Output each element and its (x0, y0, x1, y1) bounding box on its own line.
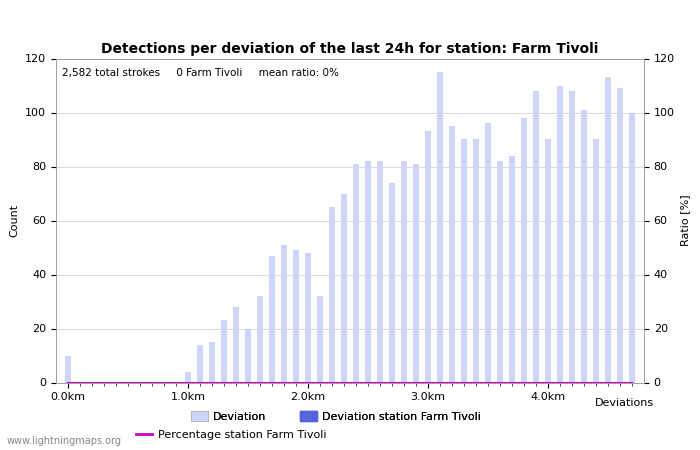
Bar (413, 164, 419, 382)
Bar (484, 123, 491, 382)
Bar (605, 77, 611, 382)
Bar (209, 342, 216, 382)
Text: www.lightningmaps.org: www.lightningmaps.org (7, 436, 122, 446)
Bar (293, 250, 300, 382)
Legend: Deviation, Deviation station Farm Tivoli: Deviation, Deviation station Farm Tivoli (186, 407, 486, 427)
Bar (400, 161, 407, 382)
Bar (425, 131, 431, 382)
Bar (593, 140, 599, 382)
Bar (269, 256, 275, 382)
Bar (245, 328, 251, 382)
Bar (581, 110, 587, 382)
Bar (449, 126, 455, 382)
Bar (232, 307, 239, 382)
Bar (629, 112, 636, 382)
Bar (437, 72, 443, 382)
Bar (617, 88, 623, 382)
Bar (341, 194, 347, 382)
Bar (377, 161, 384, 382)
Bar (365, 161, 371, 382)
Y-axis label: Count: Count (10, 204, 20, 237)
Legend: Percentage station Farm Tivoli: Percentage station Farm Tivoli (131, 425, 331, 445)
Bar (304, 253, 312, 382)
Bar (185, 372, 191, 382)
Bar (353, 164, 359, 382)
Bar (329, 207, 335, 382)
Bar (521, 118, 527, 382)
Text: 2,582 total strokes     0 Farm Tivoli     mean ratio: 0%: 2,582 total strokes 0 Farm Tivoli mean r… (62, 68, 339, 78)
Bar (533, 91, 539, 382)
Bar (509, 156, 515, 382)
Bar (316, 296, 323, 382)
Y-axis label: Ratio [%]: Ratio [%] (680, 195, 690, 246)
Bar (220, 320, 228, 382)
Bar (556, 86, 564, 382)
Bar (497, 161, 503, 382)
Title: Detections per deviation of the last 24h for station: Farm Tivoli: Detections per deviation of the last 24h… (102, 42, 598, 56)
Bar (197, 345, 203, 382)
Bar (257, 296, 263, 382)
Bar (473, 140, 480, 382)
Text: Deviations: Deviations (596, 398, 654, 408)
Bar (281, 245, 287, 382)
Bar (389, 183, 396, 382)
Bar (461, 140, 468, 382)
Bar (64, 356, 71, 382)
Bar (568, 91, 575, 382)
Bar (545, 140, 552, 382)
